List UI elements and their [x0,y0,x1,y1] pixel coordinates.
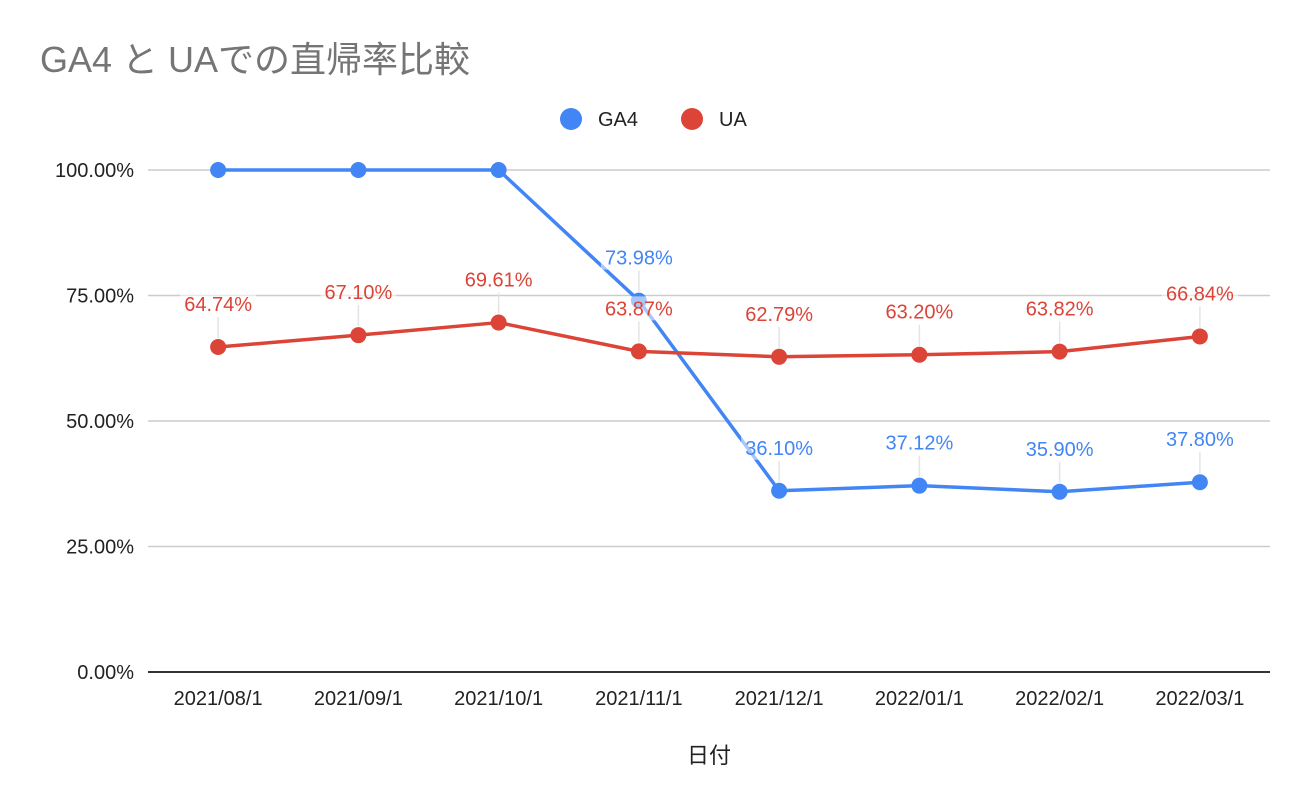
data-label-ga4: 37.12% [885,433,953,455]
legend-marker-ua [681,108,703,130]
x-axis-label: 日付 [687,743,731,768]
x-tick-label: 2021/10/1 [454,688,543,710]
data-point-ga4 [210,162,227,178]
series-line-ua [217,320,1201,359]
x-tick-label: 2021/09/1 [314,688,403,710]
data-point-ua [771,348,788,365]
label-leaders [217,270,1201,483]
data-label-bg-ua [180,292,257,317]
data-label-bg-ga4 [600,245,677,270]
x-axis: 2021/08/1 2021/09/1 2021/10/1 2021/11/1 2021… [174,688,1245,710]
data-label-ua: 63.20% [885,302,953,324]
data-label-bg-ga4 [1161,427,1238,452]
data-label-bg-ua [600,296,677,321]
x-tick-label: 2021/12/1 [735,688,824,710]
data-label-ua: 69.61% [465,270,533,292]
data-point-ua [490,314,507,331]
data-label-bg-ua [741,301,818,326]
data-label-bg-ua [1161,281,1238,306]
y-axis: 0.00% 25.00% 50.00% 75.00% 100.00% [55,160,134,684]
data-label-bg-ua [460,267,537,292]
data-point-ua [911,346,928,363]
data-label-bg-ga4 [741,435,818,460]
chart-title: GA4 と UAでの直帰率比較 [40,39,470,80]
data-point-ga4 [911,477,928,494]
y-tick-label: 25.00% [66,537,134,559]
legend-label-ga4: GA4 [598,109,638,131]
y-tick-label: 100.00% [55,160,134,182]
x-tick-label: 2022/01/1 [875,688,964,710]
data-label-bg-ua [320,280,397,305]
data-label-ua: 64.74% [184,294,252,316]
data-label-ga4: 35.90% [1026,439,1094,461]
data-point-ga4 [350,162,367,178]
data-point-ga4 [771,482,788,499]
data-label-bg-ga4 [881,430,958,455]
data-point-ua [1051,343,1068,360]
y-tick-label: 50.00% [66,411,134,433]
data-label-ua: 63.82% [1026,299,1094,321]
data-point-ga4 [490,162,507,178]
y-tick-label: 75.00% [66,286,134,308]
data-label-bg-ua [881,299,958,324]
legend-label-ua: UA [719,109,747,131]
series-line-ga4 [218,168,1200,494]
x-tick-label: 2022/02/1 [1015,688,1104,710]
data-label-ga4: 36.10% [745,438,813,460]
data-labels: 73.98% 36.10% 37.12% 35.90% 37.80% 64.74% 67.1… [180,245,1238,461]
y-tick-label: 0.00% [77,662,134,684]
data-point-ua [630,343,647,360]
data-label-ua: 63.87% [605,298,673,320]
grid-layer [148,169,1270,673]
data-point-ga4 [1191,474,1208,491]
x-tick-label: 2021/11/1 [595,688,683,710]
data-point-ua [350,327,367,344]
data-label-bg-ua [1021,296,1098,321]
data-point-ua [1191,328,1208,345]
data-label-ga4: 37.80% [1166,429,1234,451]
data-label-ua: 62.79% [745,304,813,326]
data-point-ua [210,339,227,356]
x-tick-label: 2021/08/1 [174,688,263,710]
legend-marker-ga4 [560,108,582,130]
data-point-ga4 [1051,483,1068,500]
x-tick-label: 2022/03/1 [1155,688,1244,710]
legend: GA4 UA [560,108,747,131]
data-label-ua: 66.84% [1166,283,1234,305]
data-label-bg-ga4 [1021,436,1098,461]
data-label-ga4: 73.98% [605,248,673,270]
data-label-ua: 67.10% [324,282,392,304]
